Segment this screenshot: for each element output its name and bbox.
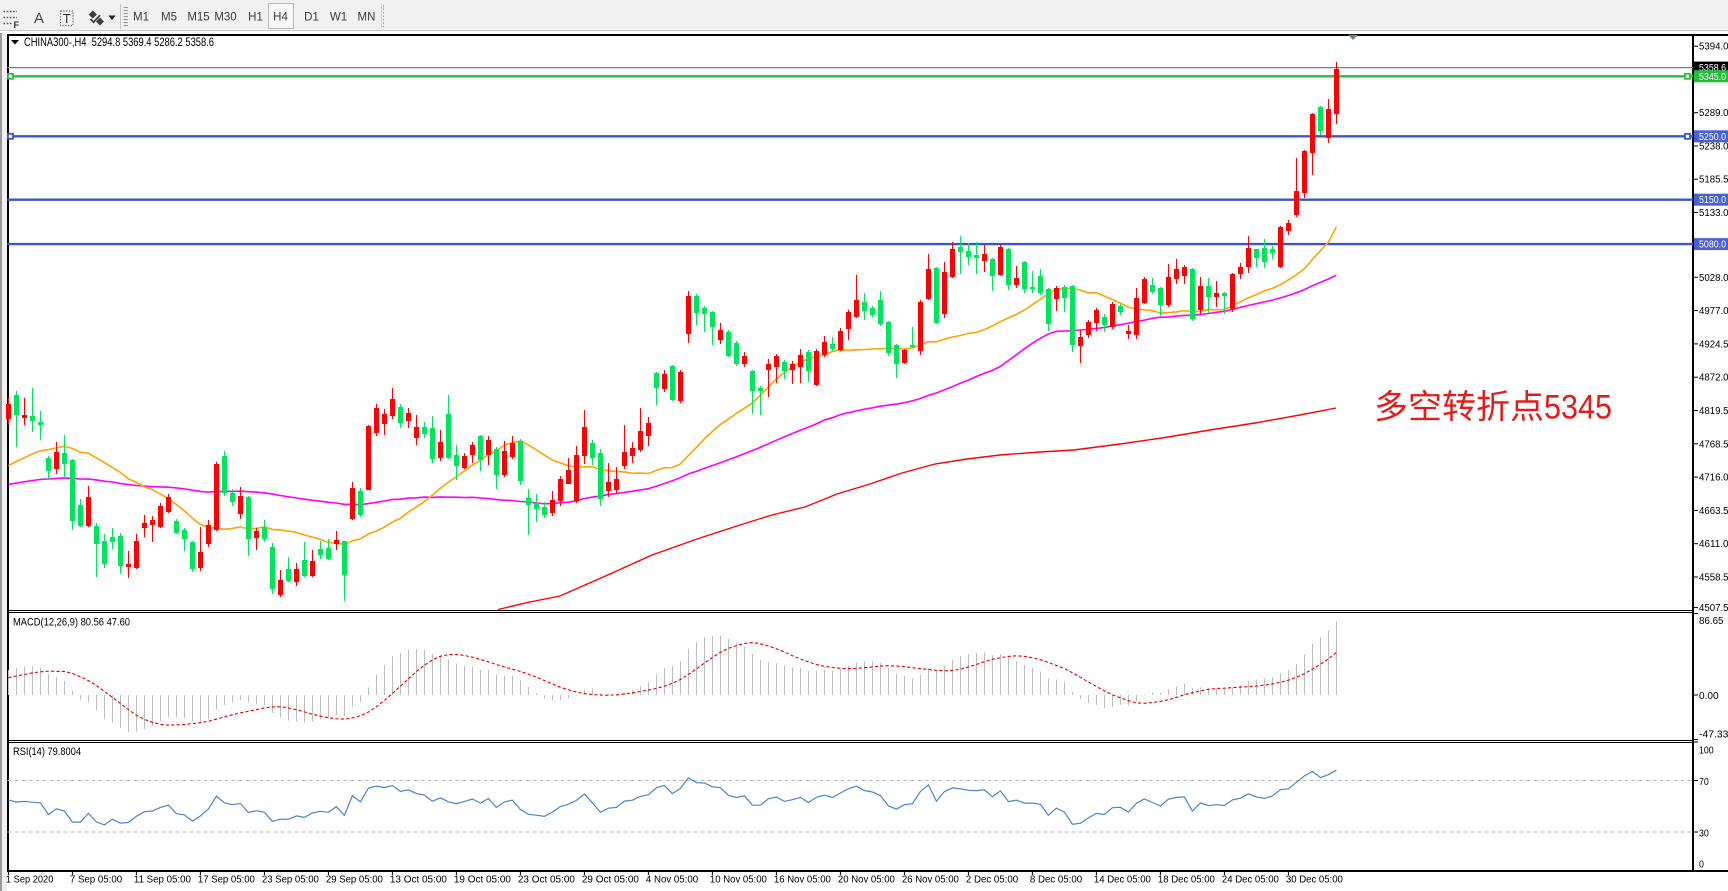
svg-text:17 Sep 05:00: 17 Sep 05:00 [198,875,255,886]
svg-text:0: 0 [1699,859,1704,870]
svg-text:5185.5: 5185.5 [1699,175,1728,186]
svg-text:86.65: 86.65 [1699,616,1724,627]
svg-text:4 Nov 05:00: 4 Nov 05:00 [646,875,699,886]
svg-text:5289.0: 5289.0 [1699,108,1728,119]
svg-text:F: F [14,20,20,30]
svg-text:4507.5: 4507.5 [1699,603,1728,614]
svg-text:20 Nov 05:00: 20 Nov 05:00 [838,875,895,886]
svg-text:4977.0: 4977.0 [1699,306,1728,317]
svg-text:7 Sep 05:00: 7 Sep 05:00 [70,875,123,886]
svg-text:24 Dec 05:00: 24 Dec 05:00 [1222,875,1279,886]
svg-text:100: 100 [1699,746,1714,757]
svg-text:RSI(14) 79.8004: RSI(14) 79.8004 [13,746,81,758]
svg-text:M15: M15 [187,12,209,24]
svg-text:29 Oct 05:00: 29 Oct 05:00 [582,875,639,886]
svg-text:14 Dec 05:00: 14 Dec 05:00 [1094,875,1151,886]
svg-text:5345.0: 5345.0 [1699,72,1726,83]
svg-text:1 Sep 2020: 1 Sep 2020 [6,875,54,886]
svg-text:-47.33: -47.33 [1699,730,1728,741]
svg-text:4768.5: 4768.5 [1699,439,1728,450]
svg-text:29 Sep 05:00: 29 Sep 05:00 [326,875,383,886]
svg-text:4663.5: 4663.5 [1699,506,1728,517]
svg-text:4924.5: 4924.5 [1699,339,1728,350]
svg-text:16 Nov 05:00: 16 Nov 05:00 [774,875,831,886]
svg-text:5028.0: 5028.0 [1699,273,1728,284]
svg-text:5345: 5345 [1544,389,1612,427]
svg-text:D1: D1 [304,12,319,24]
svg-text:5150.0: 5150.0 [1699,195,1726,206]
svg-text:A: A [34,10,44,27]
svg-text:MACD(12,26,9) 80.56 47.60: MACD(12,26,9) 80.56 47.60 [13,617,130,629]
svg-text:11 Sep 05:00: 11 Sep 05:00 [134,875,191,886]
svg-text:19 Oct 05:00: 19 Oct 05:00 [454,875,511,886]
svg-text:8 Dec 05:00: 8 Dec 05:00 [1030,875,1083,886]
svg-text:M30: M30 [214,12,236,24]
svg-text:5133.0: 5133.0 [1699,208,1728,219]
svg-text:10 Nov 05:00: 10 Nov 05:00 [710,875,767,886]
svg-text:13 Oct 05:00: 13 Oct 05:00 [390,875,447,886]
svg-text:5358.6: 5358.6 [1699,63,1726,74]
svg-text:4611.0: 4611.0 [1699,539,1728,550]
svg-text:30: 30 [1699,828,1709,839]
svg-text:4872.0: 4872.0 [1699,373,1728,384]
svg-text:CHINA300-,H4 5294.8 5369.4 52: CHINA300-,H4 5294.8 5369.4 5286.2 5358.6 [24,35,214,49]
svg-text:5080.0: 5080.0 [1699,240,1726,251]
svg-text:5394.0: 5394.0 [1699,42,1728,53]
svg-text:M5: M5 [161,12,177,24]
svg-text:4558.5: 4558.5 [1699,573,1728,584]
svg-text:T: T [63,11,71,26]
svg-text:5250.0: 5250.0 [1699,132,1726,143]
svg-text:70: 70 [1699,777,1709,788]
svg-text:H4: H4 [273,12,288,24]
svg-text:23 Sep 05:00: 23 Sep 05:00 [262,875,319,886]
svg-text:23 Oct 05:00: 23 Oct 05:00 [518,875,575,886]
svg-text:MN: MN [358,12,376,24]
svg-text:M1: M1 [133,12,149,24]
svg-text:0.00: 0.00 [1699,691,1719,702]
svg-text:4819.5: 4819.5 [1699,406,1728,417]
svg-text:W1: W1 [330,12,347,24]
svg-text:18 Dec 05:00: 18 Dec 05:00 [1158,875,1215,886]
svg-text:26 Nov 05:00: 26 Nov 05:00 [902,875,959,886]
svg-text:2 Dec 05:00: 2 Dec 05:00 [966,875,1019,886]
svg-text:5238.0: 5238.0 [1699,142,1728,153]
svg-text:30 Dec 05:00: 30 Dec 05:00 [1286,875,1343,886]
svg-text:H1: H1 [248,12,263,24]
svg-text:4716.0: 4716.0 [1699,473,1728,484]
